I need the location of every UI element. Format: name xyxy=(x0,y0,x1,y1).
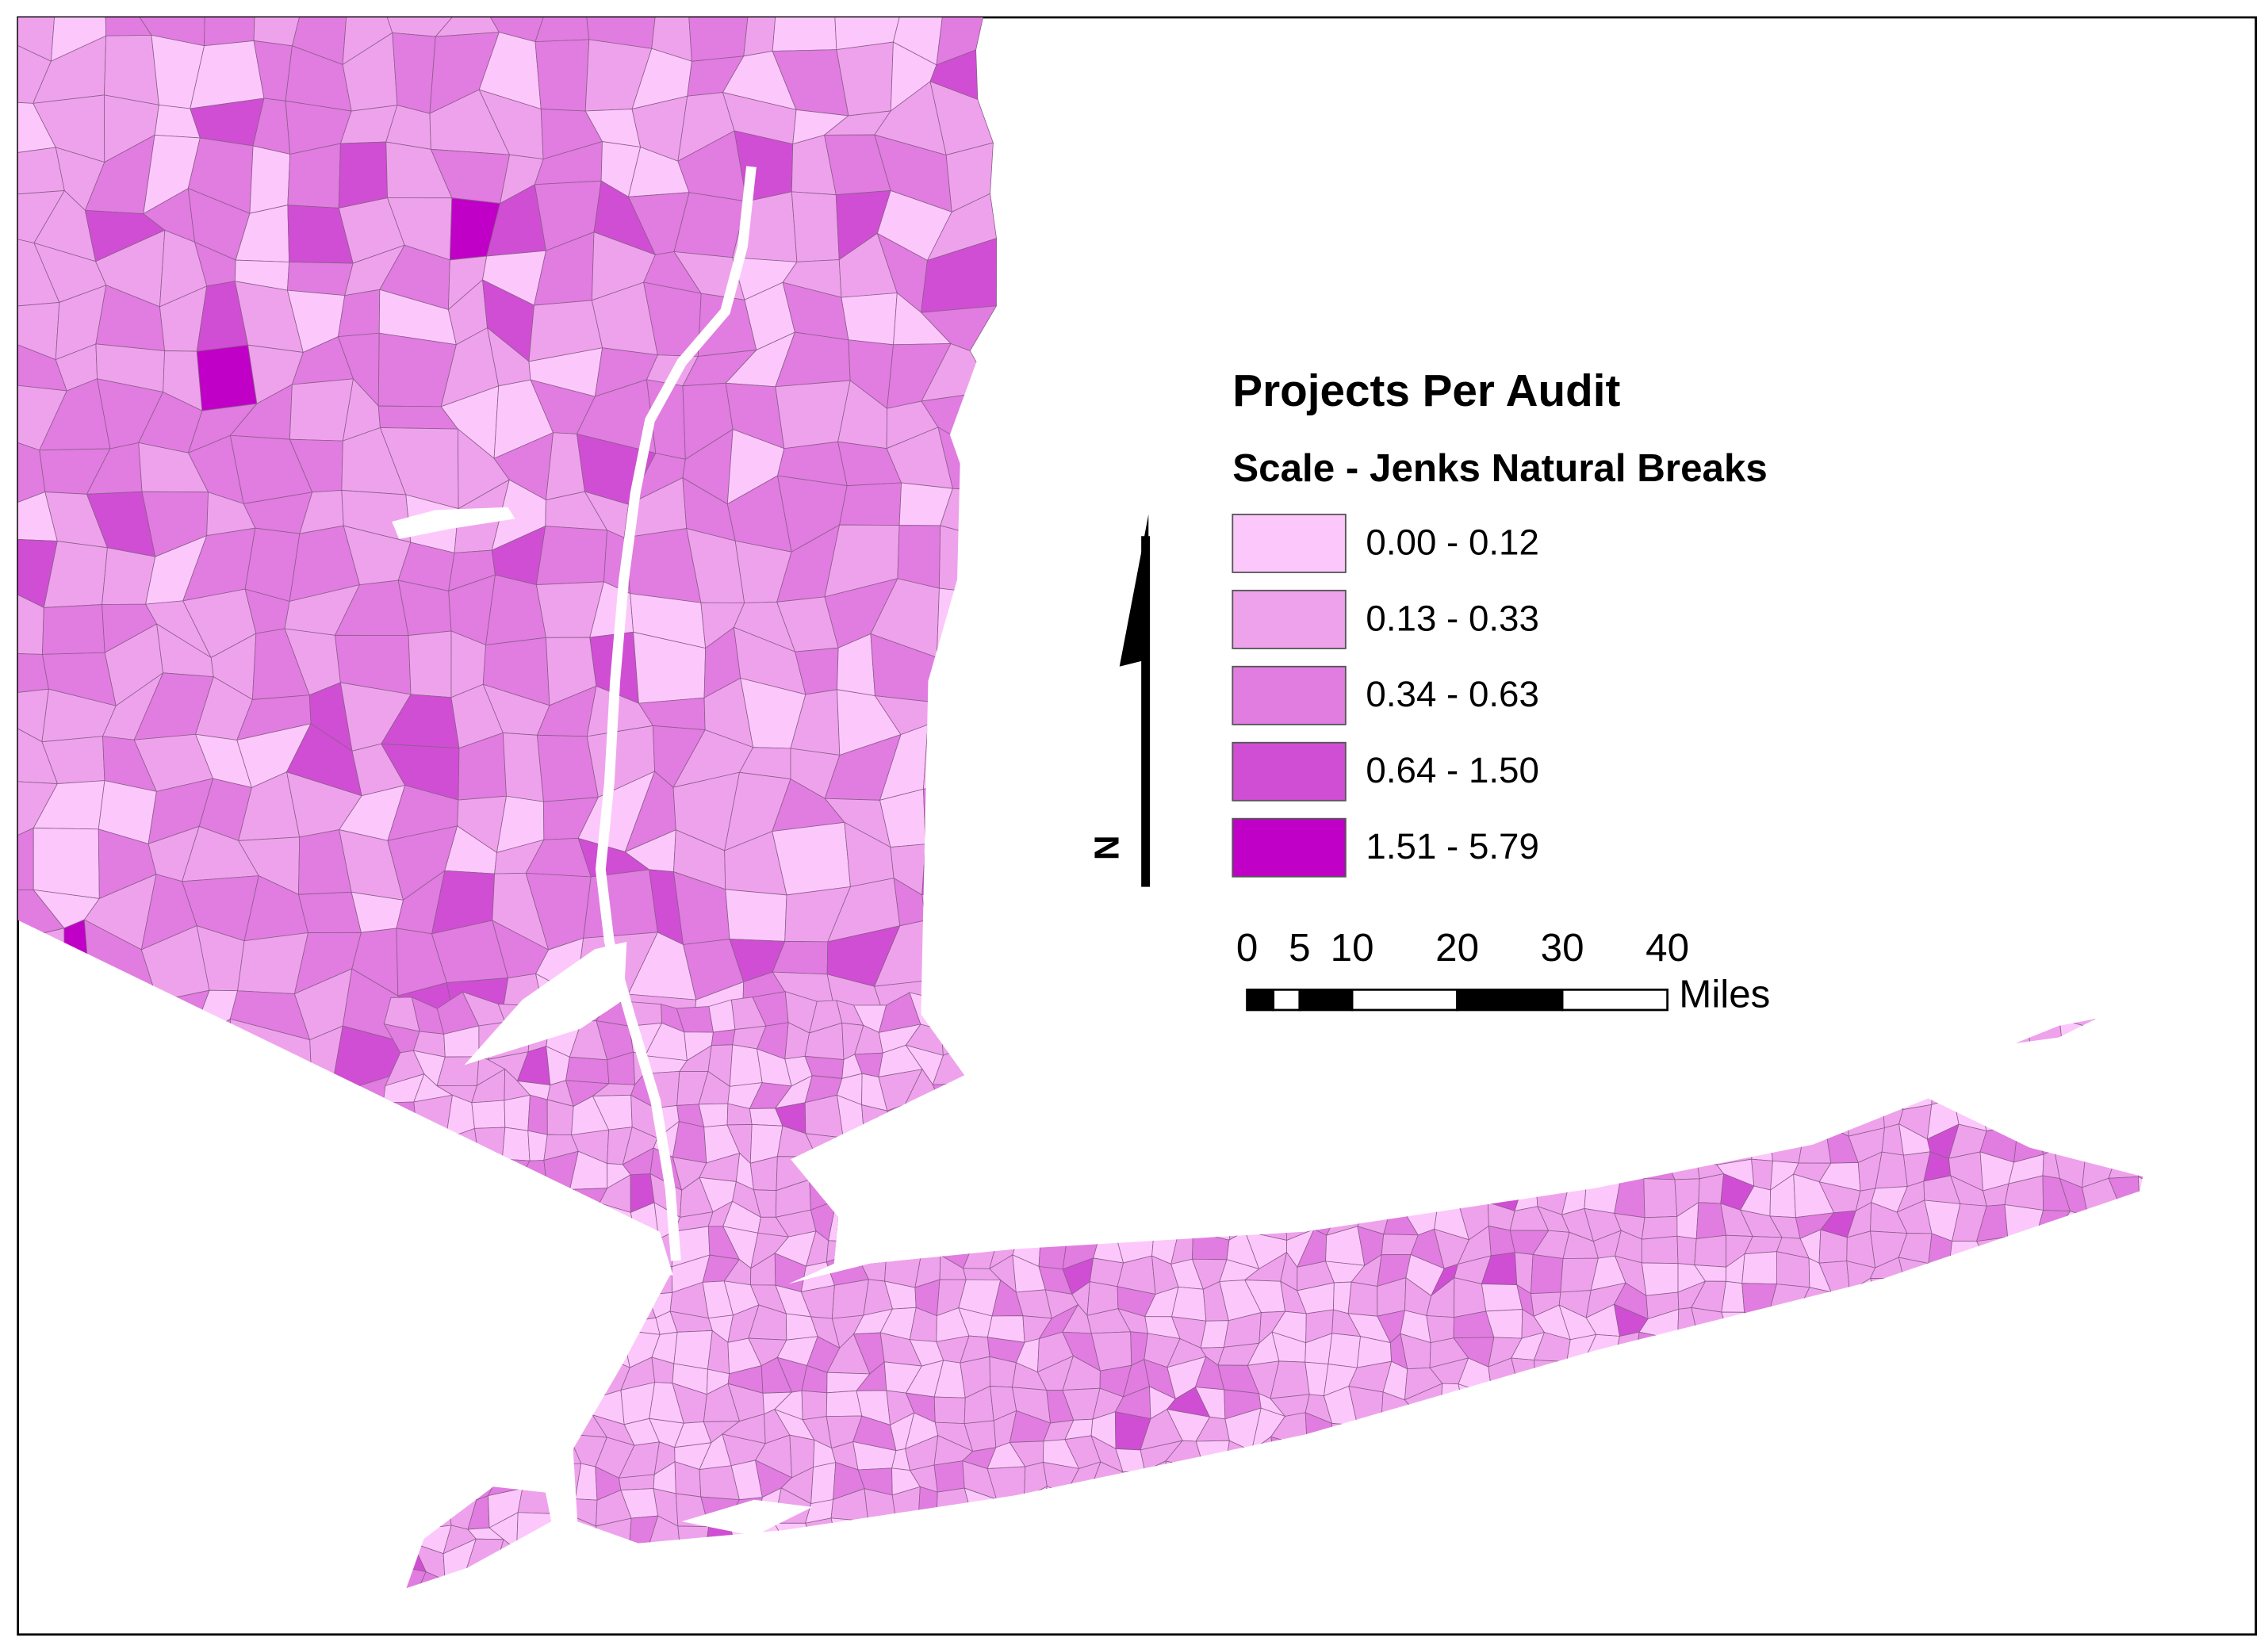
region xyxy=(287,143,341,209)
region xyxy=(1531,1253,1564,1295)
region xyxy=(791,191,840,262)
region xyxy=(698,1103,729,1128)
legend-title: Projects Per Audit xyxy=(1232,366,1620,416)
scale-segment xyxy=(1561,988,1668,1012)
region xyxy=(287,262,354,297)
region xyxy=(1751,1158,1773,1191)
legend-swatch xyxy=(1232,665,1347,725)
scale-tick-label: 40 xyxy=(1645,926,1689,970)
region xyxy=(841,293,898,346)
region xyxy=(804,1094,844,1138)
legend-swatch xyxy=(1232,513,1347,573)
region xyxy=(1641,1235,1679,1264)
region xyxy=(33,828,100,899)
region xyxy=(1481,1284,1523,1312)
region xyxy=(743,17,778,57)
region xyxy=(772,821,851,896)
north-label: N xyxy=(1088,835,1127,860)
region xyxy=(583,869,658,939)
region xyxy=(826,1390,863,1418)
scale-segment xyxy=(1272,988,1301,1012)
region xyxy=(534,17,590,43)
hudson-river xyxy=(595,166,757,1261)
region xyxy=(204,17,256,47)
region xyxy=(672,1120,707,1164)
legend-swatch xyxy=(1232,589,1347,649)
region xyxy=(249,145,291,214)
region xyxy=(1694,1234,1727,1268)
region xyxy=(1347,1281,1378,1317)
legend: Projects Per Audit Scale - Jenks Natural… xyxy=(1232,366,1768,878)
region xyxy=(337,289,381,338)
scale-segment xyxy=(1350,988,1458,1012)
tappan-zee xyxy=(464,942,627,1066)
legend-label: 0.13 - 0.33 xyxy=(1366,598,1538,638)
legend-label: 1.51 - 5.79 xyxy=(1366,826,1538,867)
region xyxy=(17,827,34,891)
region xyxy=(289,378,354,442)
region xyxy=(565,1056,610,1085)
reservoir xyxy=(392,507,515,539)
scale-tick-label: 30 xyxy=(1541,926,1584,970)
region xyxy=(501,1127,531,1161)
scale-tick-label: 0 xyxy=(1236,926,1258,970)
region xyxy=(502,732,544,802)
bay xyxy=(681,1499,813,1536)
region xyxy=(725,889,787,942)
region xyxy=(897,525,941,589)
region xyxy=(801,1390,828,1421)
region xyxy=(338,141,389,209)
region xyxy=(534,39,590,112)
region xyxy=(1327,1333,1361,1368)
region xyxy=(1641,1262,1679,1296)
region xyxy=(408,630,452,698)
region xyxy=(392,32,436,114)
region xyxy=(535,526,608,586)
region xyxy=(504,1094,531,1131)
legend-label: 0.64 - 1.50 xyxy=(1366,750,1538,790)
legend-subtitle: Scale - Jenks Natural Breaks xyxy=(1232,446,1768,490)
region xyxy=(17,652,49,696)
legend-label: 0.34 - 0.63 xyxy=(1366,674,1538,714)
region xyxy=(42,604,105,655)
region xyxy=(687,17,752,62)
region xyxy=(1454,1277,1487,1318)
region xyxy=(1698,1173,1725,1204)
scale-segment xyxy=(1246,988,1275,1012)
region xyxy=(772,17,837,52)
region xyxy=(1676,1235,1697,1266)
region xyxy=(527,1094,548,1135)
region xyxy=(933,1396,966,1425)
scale-unit: Miles xyxy=(1679,973,1770,1016)
region xyxy=(933,1460,965,1493)
region xyxy=(471,1100,506,1129)
scale-tick-label: 10 xyxy=(1331,926,1374,970)
scale-segment xyxy=(1456,988,1564,1012)
region xyxy=(810,1462,837,1505)
scale-segment xyxy=(1298,988,1354,1012)
scale-tick-label: 5 xyxy=(1289,926,1310,970)
legend-label: 0.00 - 0.12 xyxy=(1366,522,1538,562)
legend-swatch xyxy=(1232,741,1347,802)
region xyxy=(1741,1251,1777,1285)
region xyxy=(17,147,65,197)
region xyxy=(831,1279,869,1319)
legend-swatch xyxy=(1232,817,1347,878)
region xyxy=(196,344,258,411)
region xyxy=(104,34,159,105)
water xyxy=(392,166,813,1536)
region xyxy=(1643,1178,1678,1219)
region xyxy=(1641,1215,1678,1240)
scale-tick-label: 20 xyxy=(1435,926,1479,970)
region xyxy=(297,891,362,933)
legend-items: 0.00 - 0.12 0.13 - 0.33 0.34 - 0.63 0.64 - … xyxy=(1232,513,1539,878)
region xyxy=(673,1330,713,1370)
region xyxy=(711,1029,736,1046)
region xyxy=(839,482,902,526)
